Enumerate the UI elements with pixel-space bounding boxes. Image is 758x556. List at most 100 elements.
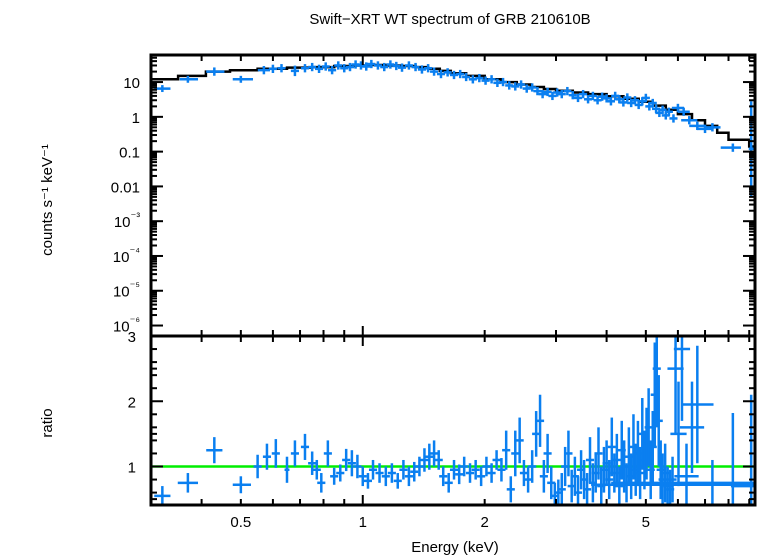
spectrum-data-point — [573, 93, 583, 103]
ratio-data-point — [730, 394, 755, 505]
ratio-data-point — [439, 466, 448, 487]
y-axis-label-spectrum: counts s⁻¹ keV⁻¹ — [39, 144, 56, 256]
spectrum-data-group — [154, 59, 754, 197]
spectrum-data-point — [619, 98, 628, 107]
ratio-data-group — [154, 336, 755, 505]
ratio-data-point — [410, 461, 419, 482]
y-tick-label: 0.01 — [111, 179, 140, 196]
spectrum-data-point — [568, 91, 577, 100]
ratio-data-point — [482, 456, 491, 477]
ratio-data-point — [497, 458, 506, 482]
spectrum-data-point — [606, 97, 615, 106]
y-tick-exponent: ⁻⁵ — [130, 281, 140, 293]
spectrum-data-point — [277, 64, 286, 73]
ratio-data-point — [465, 463, 475, 483]
spectrum-data-point — [593, 96, 602, 105]
ratio-data-point — [636, 446, 645, 500]
spectrum-data-point — [404, 61, 413, 70]
spectrum-data-point — [623, 93, 632, 102]
spectrum-data-point — [345, 62, 355, 72]
ratio-data-point — [506, 476, 515, 503]
ratio-data-point — [363, 473, 373, 489]
ratio-data-point — [674, 443, 699, 505]
y-tick-label: 1 — [132, 110, 140, 127]
ratio-data-point — [308, 451, 317, 475]
spectrum-data-point — [334, 61, 343, 70]
ratio-data-point — [477, 466, 486, 487]
spectrum-data-point — [630, 96, 640, 105]
spectrum-data-point — [315, 64, 324, 73]
ratio-data-point — [670, 381, 687, 487]
ratio-data-point — [652, 336, 661, 428]
ratio-data-point — [654, 375, 663, 467]
ratio-data-point — [434, 450, 443, 470]
spectrum-data-point — [362, 62, 371, 71]
ratio-data-point — [528, 450, 537, 483]
y-tick-label: 10⁻³ — [114, 211, 140, 231]
ratio-data-point — [425, 443, 434, 470]
ratio-axes: 0.5 1 2 5 1 2 3 — [128, 329, 757, 531]
ratio-data-point — [381, 466, 390, 487]
spectrum-data-point — [481, 76, 490, 85]
spectrum-data-point — [611, 91, 620, 101]
spectrum-data-point — [704, 123, 721, 132]
y-tick-label: 0.1 — [119, 145, 140, 162]
spectrum-data-point — [268, 64, 277, 73]
spectrum-data-point — [681, 116, 698, 125]
ratio-data-point — [300, 433, 310, 460]
spectrum-data-point — [462, 72, 471, 82]
spectrum-data-point — [308, 62, 317, 72]
x-tick-label: 0.5 — [230, 514, 251, 531]
ratio-y-tick-label: 3 — [128, 329, 136, 346]
spectrum-data-point — [321, 62, 330, 71]
ratio-data-point — [177, 473, 199, 493]
spectrum-data-point — [720, 143, 741, 152]
spectrum-data-point — [648, 98, 657, 108]
x-tick-label: 1 — [359, 514, 367, 531]
spectrum-data-point — [373, 61, 382, 70]
ratio-data-point — [330, 467, 339, 485]
spectrum-data-point — [677, 107, 690, 116]
spectrum-data-point — [548, 91, 557, 101]
spectrum-data-point — [584, 95, 593, 104]
ratio-data-point — [611, 459, 755, 505]
spectrum-data-point — [367, 59, 376, 69]
ratio-data-point — [583, 473, 592, 505]
ratio-data-point — [539, 459, 548, 493]
spectrum-data-point — [424, 64, 433, 73]
ratio-data-point — [253, 454, 262, 479]
ratio-data-point — [644, 388, 653, 467]
y-tick-label: 10⁻⁴ — [113, 246, 140, 266]
spectrum-data-point — [328, 66, 337, 75]
ratio-data-point — [679, 381, 705, 474]
ratio-data-point — [673, 336, 691, 421]
spectrum-data-point — [154, 85, 171, 93]
ratio-frame — [149, 334, 757, 507]
ratio-data-point — [154, 486, 171, 505]
spectrum-frame — [149, 53, 757, 338]
ratio-data-point — [511, 430, 520, 477]
x-tick-label: 5 — [642, 514, 650, 531]
ratio-data-point — [460, 456, 469, 477]
spectrum-data-point — [498, 77, 508, 87]
spectrum-data-point — [528, 83, 537, 92]
ratio-data-point — [290, 440, 299, 467]
spectrum-data-point — [456, 69, 465, 79]
ratio-data-point — [317, 473, 326, 493]
spectrum-data-point — [557, 89, 566, 99]
spectrum-data-point — [664, 107, 673, 116]
spectrum-data-point — [300, 64, 310, 73]
spectrum-data-point — [602, 94, 611, 103]
spectrum-data-point — [206, 67, 225, 76]
ratio-data-point — [492, 450, 501, 470]
y-tick-label: 10 — [123, 75, 140, 92]
ratio-data-point — [524, 466, 533, 493]
ratio-data-point — [515, 417, 524, 464]
spectrum-data-point — [436, 69, 446, 79]
y-tick-exponent: ⁻⁶ — [130, 316, 140, 328]
y-tick-exponent: ⁻⁴ — [129, 246, 140, 258]
ratio-data-point — [430, 440, 439, 467]
ratio-data-point — [573, 476, 583, 505]
